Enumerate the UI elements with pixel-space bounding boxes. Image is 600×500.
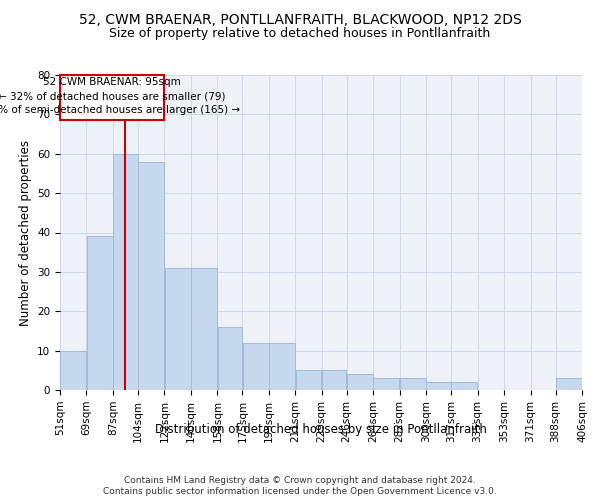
Bar: [322, 370, 346, 390]
Bar: [556, 378, 582, 390]
Bar: [60, 350, 86, 390]
Text: 52, CWM BRAENAR, PONTLLANFRAITH, BLACKWOOD, NP12 2DS: 52, CWM BRAENAR, PONTLLANFRAITH, BLACKWO…: [79, 12, 521, 26]
Bar: [400, 378, 426, 390]
Bar: [373, 378, 400, 390]
Bar: [191, 268, 217, 390]
Bar: [113, 154, 137, 390]
Bar: [242, 343, 269, 390]
Text: 68% of semi-detached houses are larger (165) →: 68% of semi-detached houses are larger (…: [0, 104, 240, 115]
Text: Contains HM Land Registry data © Crown copyright and database right 2024.: Contains HM Land Registry data © Crown c…: [124, 476, 476, 485]
Bar: [347, 374, 373, 390]
Text: Contains public sector information licensed under the Open Government Licence v3: Contains public sector information licen…: [103, 488, 497, 496]
Text: Size of property relative to detached houses in Pontllanfraith: Size of property relative to detached ho…: [109, 28, 491, 40]
Bar: [87, 236, 113, 390]
Y-axis label: Number of detached properties: Number of detached properties: [19, 140, 32, 326]
Bar: [451, 382, 478, 390]
FancyBboxPatch shape: [60, 75, 164, 120]
Text: Distribution of detached houses by size in Pontllanfraith: Distribution of detached houses by size …: [155, 422, 487, 436]
Bar: [164, 268, 191, 390]
Text: ← 32% of detached houses are smaller (79): ← 32% of detached houses are smaller (79…: [0, 92, 226, 102]
Bar: [296, 370, 322, 390]
Bar: [269, 343, 295, 390]
Text: 52 CWM BRAENAR: 95sqm: 52 CWM BRAENAR: 95sqm: [43, 77, 181, 87]
Bar: [218, 327, 242, 390]
Bar: [138, 162, 164, 390]
Bar: [427, 382, 451, 390]
